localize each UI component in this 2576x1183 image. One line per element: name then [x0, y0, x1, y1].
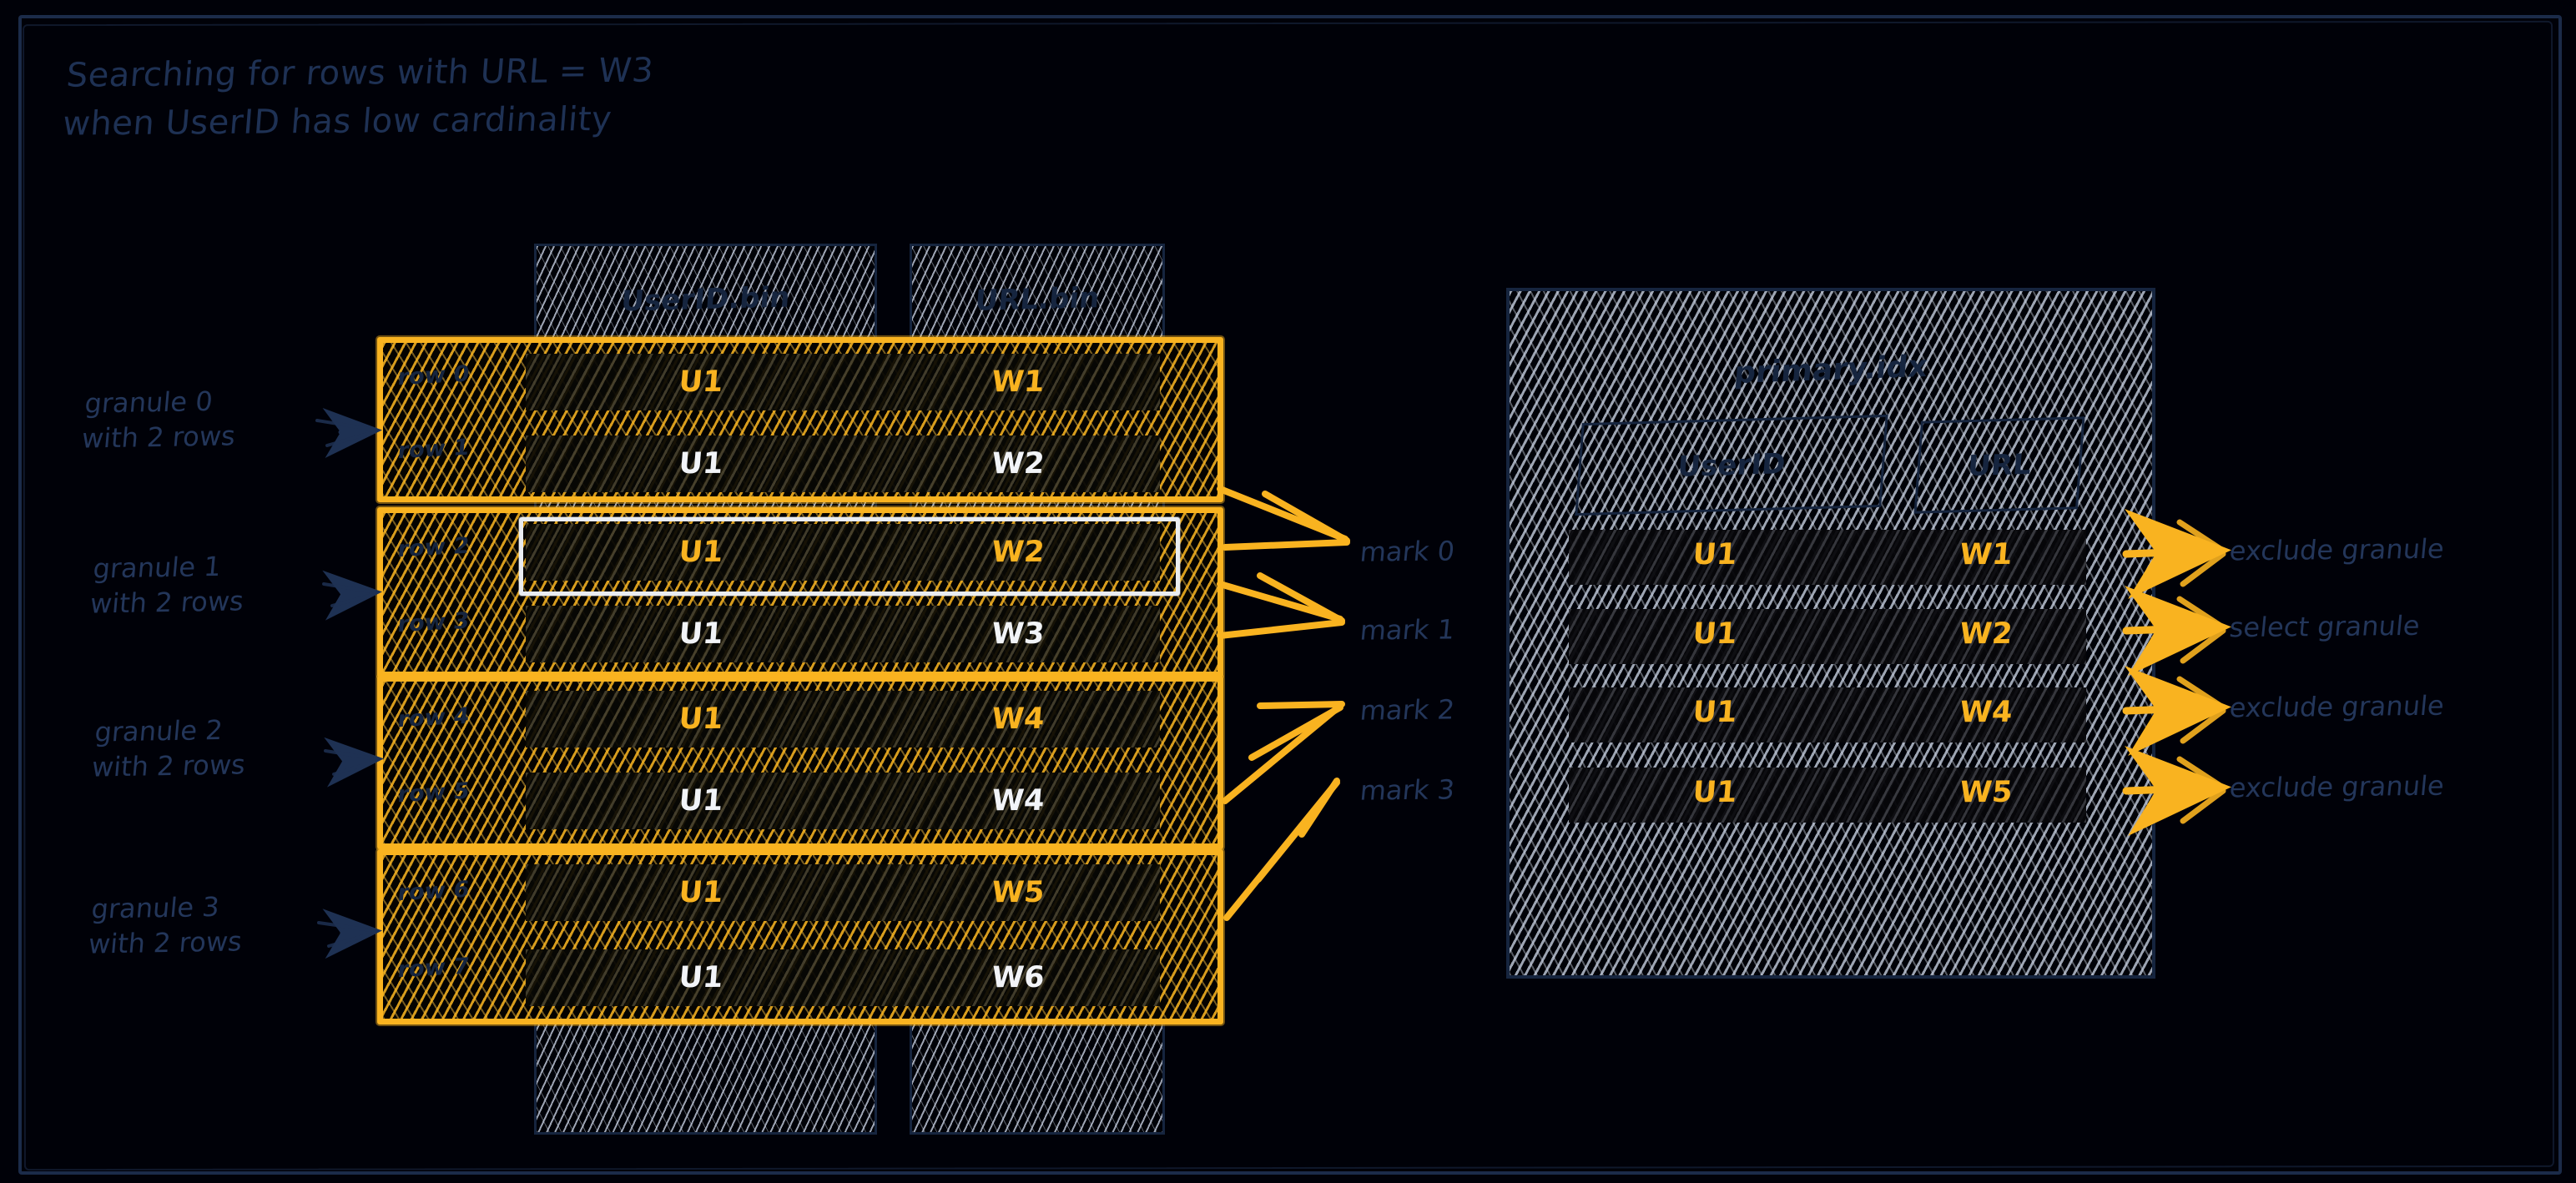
row-tag: row 1 [396, 434, 471, 465]
mark-label-3: mark 3 [1359, 773, 1456, 807]
row-tag: row 6 [396, 876, 471, 907]
mark-label-0: mark 0 [1359, 535, 1456, 568]
cell-userid: U1 [677, 960, 725, 995]
index-row[interactable]: U1 W1 [1569, 530, 2086, 585]
mark-label-1: mark 1 [1359, 613, 1456, 647]
column-bin-userid-label: UserID.bin [619, 280, 792, 319]
cell-userid: U1 [677, 875, 725, 910]
cell-url: W6 [990, 960, 1046, 995]
page-title: Searching for rows with URL = W3 when Us… [61, 51, 656, 143]
cell-userid: U1 [677, 783, 725, 818]
row-tag: row 4 [396, 702, 471, 733]
index-cell-userid: U1 [1691, 537, 1739, 572]
table-row[interactable]: U1 W2 [526, 524, 1160, 581]
verdict-label-3: exclude granule [2228, 769, 2446, 804]
verdict-label-0: exclude granule [2228, 532, 2446, 567]
cell-userid: U1 [677, 535, 725, 570]
index-cell-url: W1 [1958, 537, 2014, 572]
row-tag: row 3 [396, 607, 471, 638]
cell-url: W4 [990, 702, 1046, 737]
column-bin-url-label: URL.bin [973, 281, 1101, 318]
row-tag: row 2 [396, 532, 471, 563]
cell-userid: U1 [677, 446, 725, 481]
row-tag: row 0 [396, 360, 471, 391]
cell-url: W2 [990, 535, 1046, 570]
table-row[interactable]: U1 W2 [526, 435, 1160, 492]
cell-url: W4 [990, 783, 1046, 818]
granule-label-2: granule 2 with 2 rows [90, 713, 247, 783]
row-tag: row 5 [396, 778, 471, 808]
granule-label-0: granule 0 with 2 rows [80, 385, 237, 455]
index-cell-url: W5 [1958, 775, 2014, 810]
index-header-url: URL [1913, 416, 2085, 514]
table-row[interactable]: U1 W3 [526, 606, 1160, 662]
mark-label-2: mark 2 [1359, 693, 1456, 727]
index-cell-userid: U1 [1691, 617, 1739, 652]
granule-label-3: granule 3 with 2 rows [87, 890, 244, 960]
index-row[interactable]: U1 W2 [1569, 609, 2086, 664]
cell-userid: U1 [677, 617, 725, 652]
index-cell-userid: U1 [1691, 695, 1739, 730]
verdict-label-1: select granule [2228, 609, 2422, 644]
index-header-userid: UserID [1575, 414, 1888, 516]
cell-userid: U1 [677, 702, 725, 737]
table-row[interactable]: U1 W6 [526, 949, 1160, 1006]
index-cell-url: W2 [1958, 617, 2014, 652]
table-row[interactable]: U1 W5 [526, 864, 1160, 921]
primary-index-title: primary.idx [1732, 349, 1929, 391]
verdict-label-2: exclude granule [2228, 689, 2446, 724]
index-cell-userid: U1 [1691, 775, 1739, 810]
table-row[interactable]: U1 W4 [526, 691, 1160, 748]
cell-userid: U1 [677, 365, 725, 400]
index-row[interactable]: U1 W5 [1569, 768, 2086, 823]
row-tag: row 7 [396, 953, 471, 984]
cell-url: W5 [990, 875, 1046, 910]
table-row[interactable]: U1 W1 [526, 354, 1160, 410]
cell-url: W3 [990, 617, 1046, 652]
index-row[interactable]: U1 W4 [1569, 687, 2086, 743]
table-row[interactable]: U1 W4 [526, 773, 1160, 829]
index-cell-url: W4 [1958, 695, 2014, 730]
cell-url: W1 [990, 365, 1046, 400]
granule-label-1: granule 1 with 2 rows [88, 550, 245, 620]
cell-url: W2 [990, 446, 1046, 481]
